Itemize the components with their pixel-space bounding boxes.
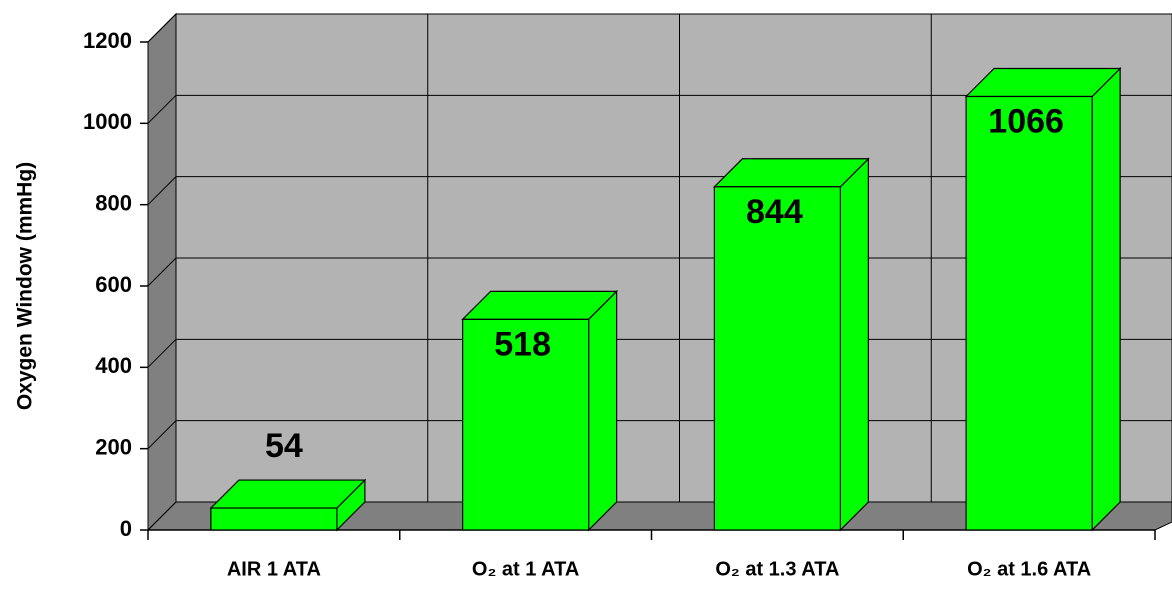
y-tick-label: 1000 [83, 109, 132, 134]
x-tick-label: O₂ at 1.6 ATA [967, 558, 1091, 580]
value-label: 1066 [988, 102, 1064, 140]
value-label: 844 [746, 193, 803, 231]
bar [461, 289, 619, 532]
bar-front [210, 507, 338, 531]
value-label: 518 [494, 325, 551, 363]
bar-top [712, 158, 870, 188]
bar-side [588, 289, 618, 532]
x-tick-label: O₂ at 1 ATA [472, 558, 579, 580]
y-tick-label: 0 [120, 516, 132, 541]
bar [964, 67, 1122, 532]
grid-line [147, 13, 1172, 43]
bar [209, 478, 367, 532]
x-tick-label: AIR 1 ATA [227, 558, 321, 580]
bar-front [462, 318, 590, 531]
y-tick-label: 200 [95, 434, 132, 459]
value-label: 54 [265, 427, 303, 465]
y-tick-label: 400 [95, 353, 132, 378]
bar-top [209, 479, 367, 509]
x-tick-label: O₂ at 1.3 ATA [715, 558, 839, 580]
grid-segment [147, 13, 1172, 43]
y-tick-label: 600 [95, 272, 132, 297]
y-tick-label: 800 [95, 190, 132, 215]
bar-side [1091, 67, 1121, 532]
y-tick-label: 1200 [83, 28, 132, 53]
grid-segment [147, 94, 1172, 124]
grid-line [147, 94, 1172, 124]
bar-front [713, 186, 841, 531]
bar [712, 157, 870, 532]
bar-front [965, 95, 1093, 531]
bar-top [964, 67, 1122, 98]
bar-top [461, 290, 619, 320]
y-axis-title: Oxygen Window (mmHg) [14, 162, 37, 410]
bar-side [839, 157, 869, 532]
